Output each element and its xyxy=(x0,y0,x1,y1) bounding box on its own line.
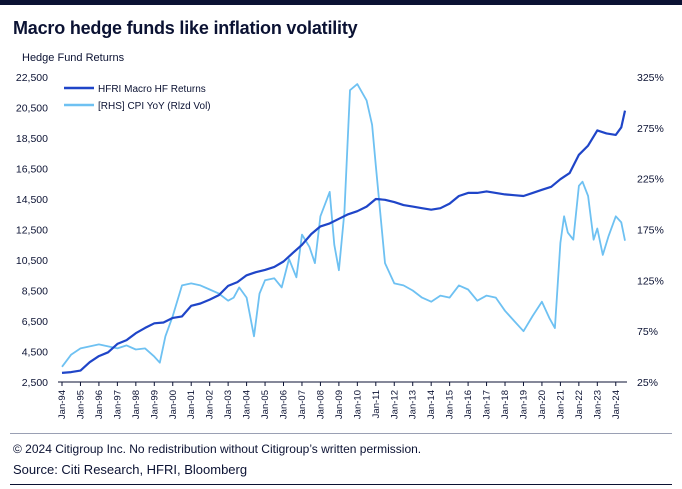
x-tick-label: Jan-03 xyxy=(223,390,234,419)
x-tick-label: Jan-07 xyxy=(297,390,308,419)
legend-label: HFRI Macro HF Returns xyxy=(98,84,206,95)
x-tick-label: Jan-06 xyxy=(279,390,290,419)
x-tick-label: Jan-09 xyxy=(334,390,345,419)
left-tick-label: 14,500 xyxy=(16,194,48,206)
x-tick-label: Jan-95 xyxy=(75,390,86,419)
left-tick-label: 8,500 xyxy=(22,286,48,298)
x-tick-label: Jan-14 xyxy=(426,390,437,419)
left-tick-label: 16,500 xyxy=(16,164,48,176)
x-tick-label: Jan-16 xyxy=(463,390,474,419)
x-tick-label: Jan-19 xyxy=(518,390,529,419)
left-axis-label: Hedge Fund Returns xyxy=(22,52,125,64)
left-tick-label: 12,500 xyxy=(16,225,48,237)
x-tick-label: Jan-17 xyxy=(482,390,493,419)
x-tick-label: Jan-10 xyxy=(352,390,363,419)
left-tick-label: 20,500 xyxy=(16,103,48,115)
series-layer xyxy=(61,83,627,374)
right-tick-label: 275% xyxy=(637,123,664,135)
series-hfri-line xyxy=(61,110,627,374)
left-tick-label: 22,500 xyxy=(16,72,48,84)
x-tick-label: Jan-01 xyxy=(186,390,197,419)
x-tick-label: Jan-96 xyxy=(94,390,105,419)
x-tick-label: Jan-99 xyxy=(149,390,160,419)
right-tick-label: 125% xyxy=(637,275,664,287)
x-tick-label: Jan-13 xyxy=(408,390,419,419)
series-cpi-line xyxy=(61,83,626,368)
x-tick-label: Jan-00 xyxy=(168,390,179,419)
legend-label: [RHS] CPI YoY (Rlzd Vol) xyxy=(98,101,211,112)
left-tick-label: 6,500 xyxy=(22,316,48,328)
legend: HFRI Macro HF Returns [RHS] CPI YoY (Rlzd… xyxy=(64,84,211,112)
x-tick-label: Jan-18 xyxy=(500,390,511,419)
right-tick-label: 175% xyxy=(637,225,664,237)
x-axis-ticks: Jan-94 Jan-95 Jan-96 Jan-97 Jan-98 Jan-99 Jan-… xyxy=(57,382,622,419)
right-tick-label: 325% xyxy=(637,72,664,84)
x-tick-label: Jan-08 xyxy=(315,390,326,419)
left-axis-ticks: 2,500 4,500 6,500 8,500 10,500 12,500 14,500 16… xyxy=(16,72,48,389)
x-tick-label: Jan-11 xyxy=(371,390,382,418)
right-tick-label: 25% xyxy=(637,377,658,389)
copyright-text: © 2024 Citigroup Inc. No redistribution … xyxy=(13,442,422,456)
top-accent-bar xyxy=(0,0,682,5)
x-tick-label: Jan-98 xyxy=(131,390,142,419)
x-tick-label: Jan-22 xyxy=(574,390,585,419)
left-tick-label: 18,500 xyxy=(16,133,48,145)
bottom-rule xyxy=(10,484,672,485)
left-tick-label: 2,500 xyxy=(22,377,48,389)
right-tick-label: 225% xyxy=(637,174,664,186)
x-tick-label: Jan-94 xyxy=(57,390,68,419)
left-tick-label: 4,500 xyxy=(22,347,48,359)
x-tick-label: Jan-05 xyxy=(260,390,271,419)
x-tick-label: Jan-21 xyxy=(555,390,566,419)
footer-divider xyxy=(10,433,672,434)
x-tick-label: Jan-20 xyxy=(537,390,548,419)
chart-title: Macro hedge funds like inflation volatil… xyxy=(13,18,358,38)
x-tick-label: Jan-04 xyxy=(242,390,253,419)
x-tick-label: Jan-12 xyxy=(389,390,400,419)
x-tick-label: Jan-24 xyxy=(611,390,622,419)
right-tick-label: 75% xyxy=(637,326,658,338)
x-tick-label: Jan-97 xyxy=(112,390,123,419)
left-tick-label: 10,500 xyxy=(16,255,48,267)
source-text: Source: Citi Research, HFRI, Bloomberg xyxy=(13,462,248,477)
x-tick-label: Jan-23 xyxy=(592,390,603,419)
x-tick-label: Jan-02 xyxy=(205,390,216,419)
right-axis-ticks: 25% 75% 125% 175% 225% 275% 325% xyxy=(637,72,664,389)
x-tick-label: Jan-15 xyxy=(445,390,456,419)
chart-canvas: 2,500 4,500 6,500 8,500 10,500 12,500 14,500 16… xyxy=(16,72,664,419)
